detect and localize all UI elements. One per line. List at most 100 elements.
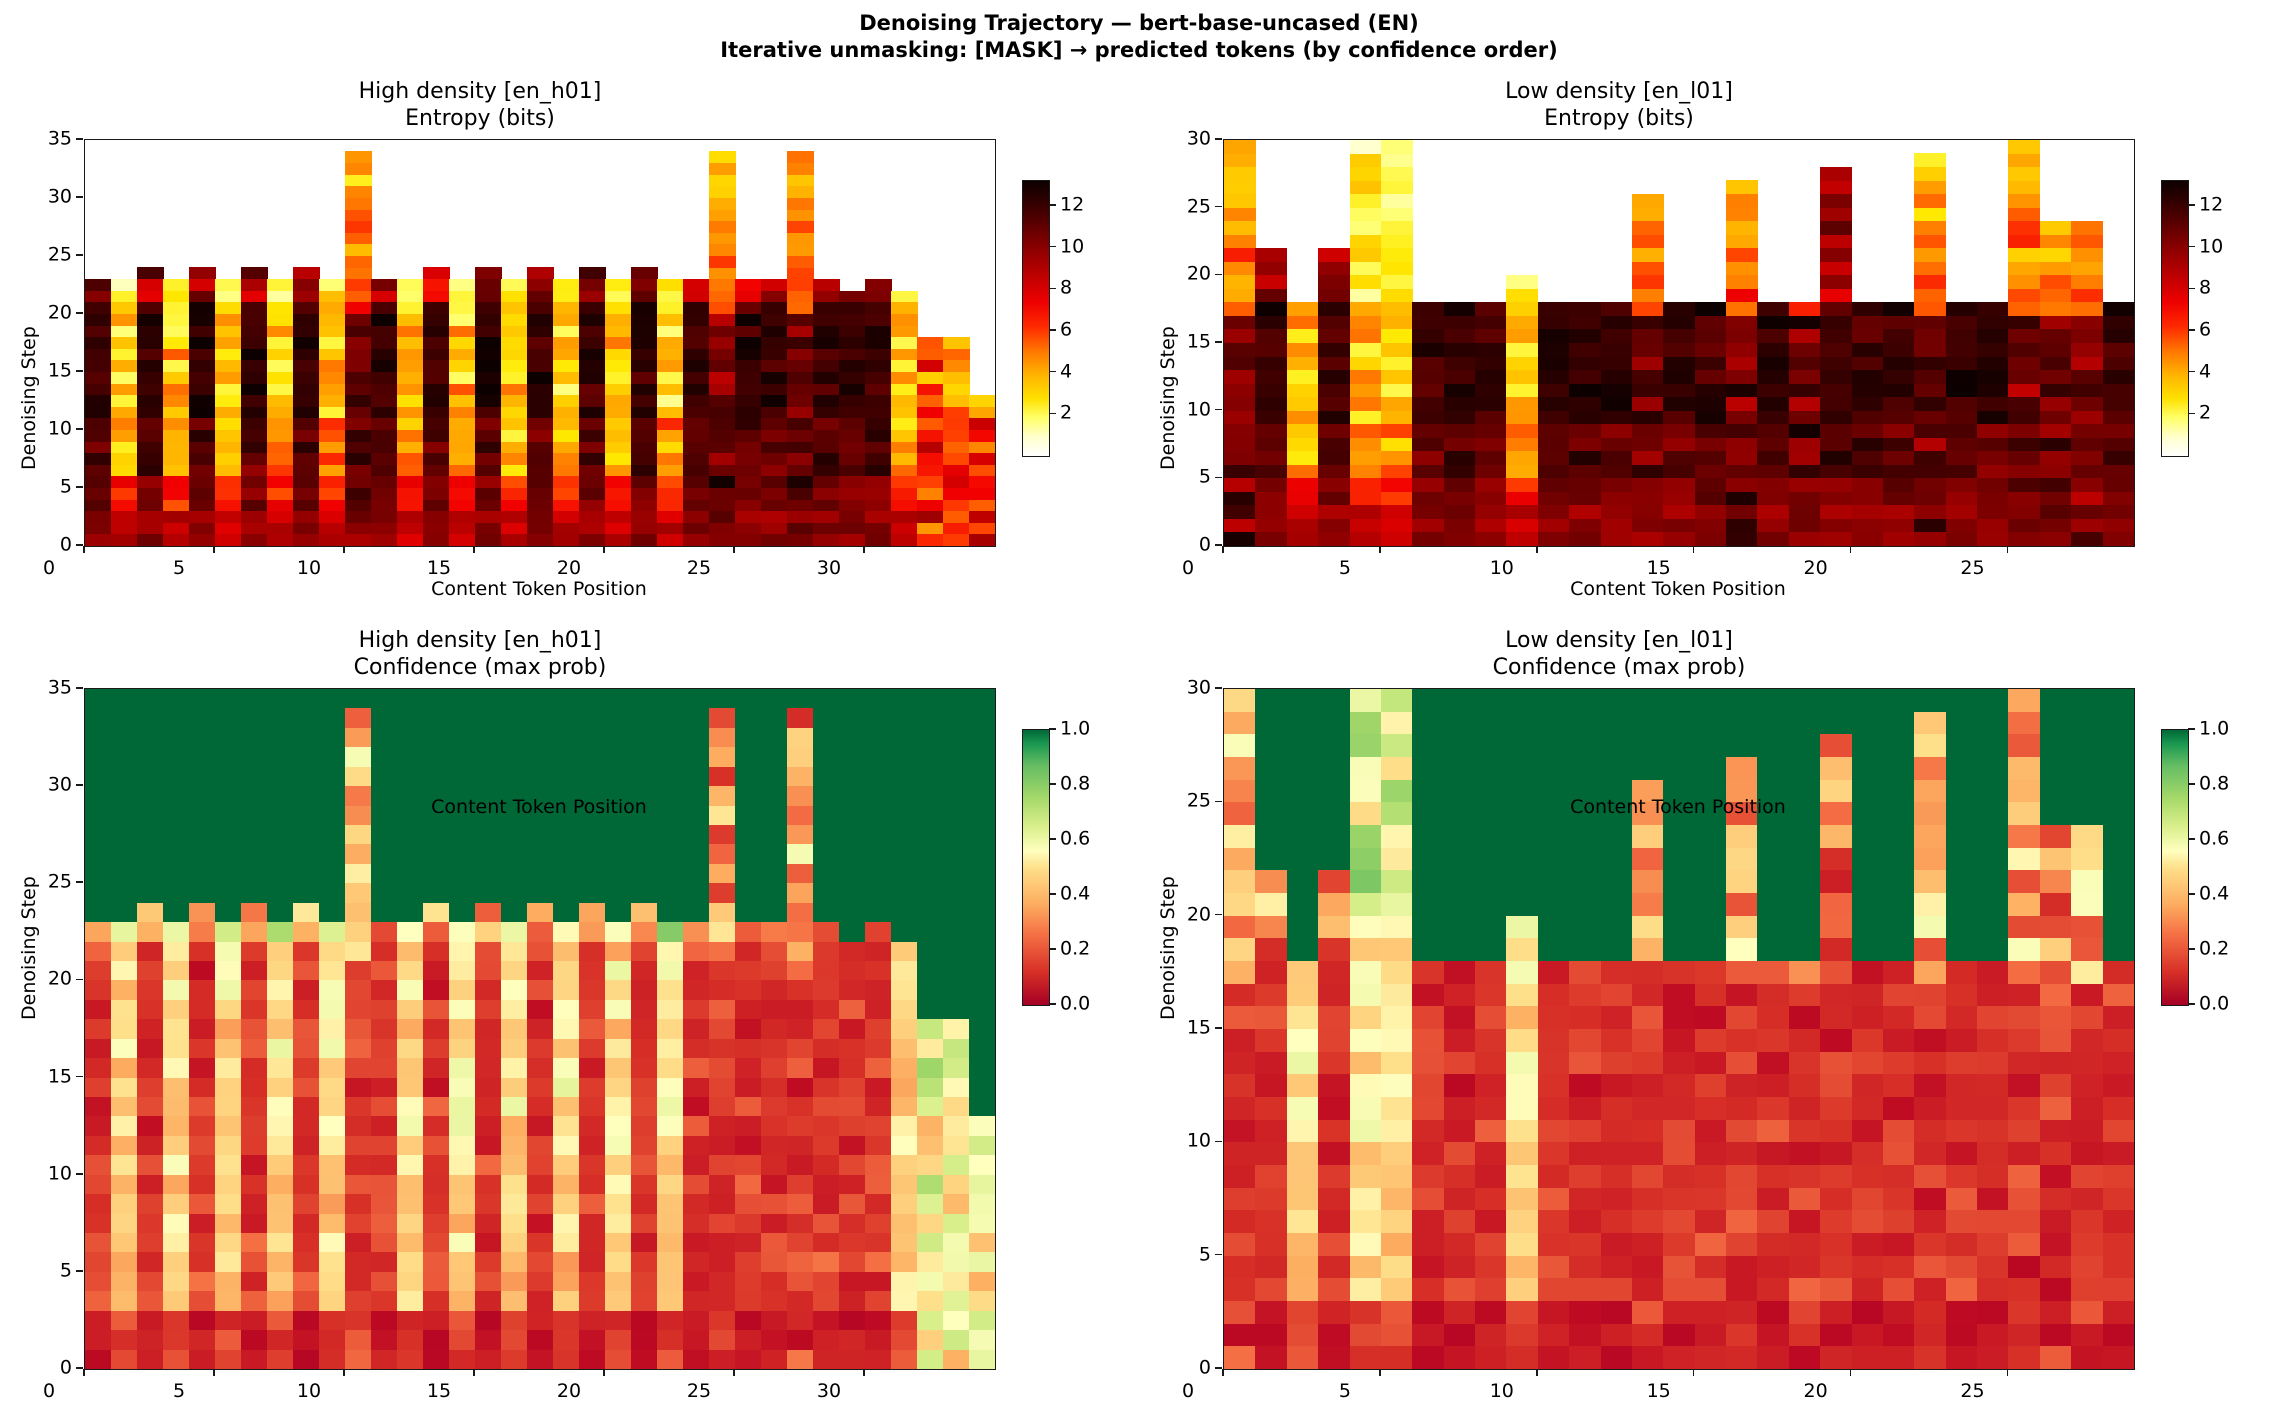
heatmap-cell-masked — [1757, 779, 1790, 803]
heatmap-cell — [1663, 532, 1696, 546]
heatmap-cell — [423, 441, 450, 454]
heatmap-cell — [1255, 983, 1288, 1007]
heatmap-cell — [1851, 369, 1884, 384]
heatmap-cell — [1600, 356, 1633, 371]
heatmap-cell-masked — [657, 824, 684, 845]
heatmap-cell — [1851, 532, 1884, 546]
heatmap-cell-masked — [735, 785, 762, 806]
heatmap-cell — [293, 406, 320, 419]
heatmap-cell — [189, 999, 216, 1020]
heatmap-low-density-entropy[interactable] — [1223, 139, 2135, 547]
heatmap-cell-masked — [527, 689, 554, 709]
heatmap-cell — [1882, 315, 1915, 330]
heatmap-cell — [267, 1193, 294, 1214]
heatmap-cell — [396, 1018, 424, 1039]
heatmap-cell — [345, 1349, 372, 1369]
heatmap-cell-masked — [1600, 824, 1633, 848]
heatmap-cell — [708, 232, 736, 245]
heatmap-cell — [1631, 451, 1664, 465]
heatmap-cell — [501, 1271, 528, 1292]
heatmap-cell — [137, 499, 164, 512]
heatmap-cell — [449, 290, 476, 303]
heatmap-cell — [423, 278, 450, 291]
heatmap-cell — [1224, 1277, 1256, 1301]
heatmap-cell — [657, 980, 684, 1000]
heatmap-cell — [215, 534, 242, 546]
heatmap-cell — [708, 220, 736, 233]
heatmap-cell — [85, 941, 112, 961]
heatmap-cell — [1506, 410, 1539, 425]
heatmap-cell — [865, 522, 892, 535]
heatmap-low-density-confidence[interactable] — [1223, 688, 2135, 1370]
x-tick-label: 30 — [816, 1380, 842, 1402]
heatmap-cell — [787, 1329, 814, 1350]
heatmap-cell — [1380, 383, 1413, 398]
heatmap-cell — [1537, 1187, 1570, 1211]
y-tick-mark — [1215, 1140, 1222, 1143]
heatmap-cell-masked — [865, 902, 892, 923]
heatmap-cell — [475, 1096, 502, 1117]
heatmap-cell — [1663, 329, 1696, 343]
heatmap-cell — [1757, 1096, 1790, 1120]
heatmap-cell-masked — [657, 727, 684, 748]
heatmap-cell — [371, 1349, 398, 1369]
heatmap-cell — [1569, 1005, 1602, 1029]
heatmap-cell — [1224, 1073, 1256, 1097]
heatmap-cell — [85, 394, 112, 407]
heatmap-cell — [631, 464, 658, 477]
heatmap-cell — [657, 476, 684, 488]
heatmap-cell — [787, 394, 814, 407]
heatmap-cell-masked — [1694, 824, 1727, 848]
heatmap-cell-masked — [162, 902, 190, 923]
heatmap-cell — [1914, 532, 1947, 546]
heatmap-cell-masked — [735, 766, 762, 787]
heatmap-high-density-entropy[interactable] — [84, 139, 996, 547]
heatmap-cell — [553, 441, 580, 454]
heatmap-cell — [2102, 315, 2134, 330]
heatmap-cell — [1537, 1300, 1570, 1324]
heatmap-cell — [1663, 1323, 1696, 1347]
heatmap-cell — [787, 348, 814, 361]
heatmap-high-density-confidence[interactable] — [84, 688, 996, 1370]
heatmap-cell — [319, 1018, 346, 1039]
heatmap-cell-masked — [215, 708, 242, 728]
heatmap-cell-masked — [475, 766, 502, 787]
heatmap-cell — [1569, 1051, 1602, 1075]
heatmap-cell — [1914, 220, 1947, 235]
heatmap-cell — [969, 394, 995, 407]
heatmap-cell — [396, 1290, 424, 1311]
heatmap-cell — [2102, 383, 2134, 398]
heatmap-cell — [1475, 1028, 1508, 1052]
heatmap-cell — [162, 313, 190, 326]
heatmap-cell — [1820, 383, 1853, 398]
colorbar-tick-mark — [1049, 893, 1056, 895]
heatmap-cell — [2039, 937, 2072, 961]
heatmap-cell — [2071, 1232, 2104, 1256]
heatmap-cell-masked — [1600, 689, 1633, 712]
heatmap-cell-masked — [449, 766, 476, 787]
heatmap-cell — [683, 383, 710, 396]
heatmap-cell — [371, 464, 398, 477]
heatmap-cell — [371, 487, 398, 500]
heatmap-cell-masked — [371, 844, 398, 864]
heatmap-cell — [345, 708, 372, 728]
heatmap-cell — [111, 476, 138, 488]
heatmap-cell — [553, 1213, 580, 1233]
heatmap-cell — [1820, 464, 1853, 479]
heatmap-cell — [735, 383, 762, 396]
heatmap-cell — [1224, 1051, 1256, 1075]
heatmap-cell-masked — [1945, 915, 1978, 939]
colorbar-tick-mark — [2188, 1003, 2195, 1005]
heatmap-cell — [787, 452, 814, 465]
heatmap-cell — [1631, 847, 1664, 871]
y-tick-mark — [1215, 476, 1222, 479]
heatmap-cell-masked — [1757, 892, 1790, 916]
heatmap-cell — [1788, 1141, 1821, 1165]
heatmap-cell — [240, 418, 268, 430]
heatmap-cell — [657, 1271, 684, 1292]
heatmap-cell-masked — [917, 785, 944, 806]
heatmap-cell — [215, 336, 242, 349]
heatmap-cell — [1600, 396, 1633, 411]
heatmap-cell — [1506, 1345, 1539, 1369]
heatmap-cell — [2071, 869, 2104, 893]
